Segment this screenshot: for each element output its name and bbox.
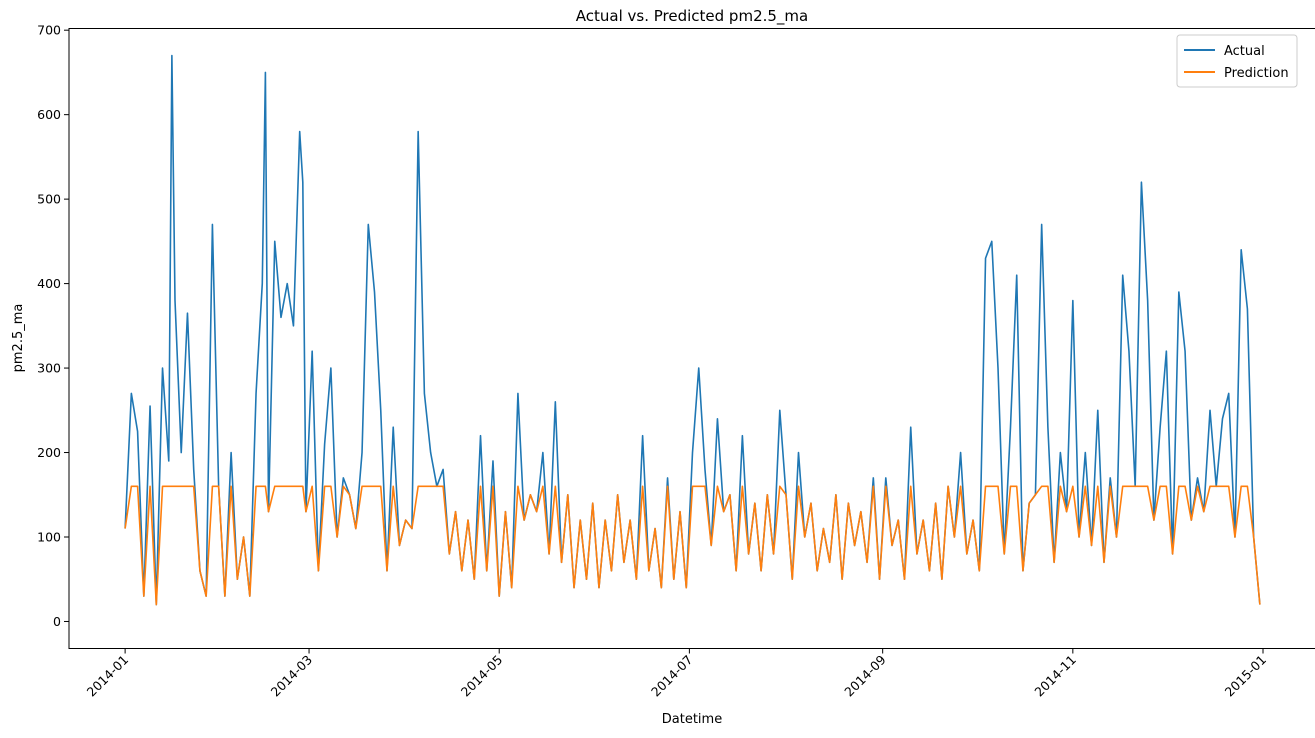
plot-area <box>68 28 1315 649</box>
series-layer <box>124 54 1261 606</box>
y-tick-label: 600 <box>37 107 61 122</box>
x-tick-label: 2014-05 <box>458 652 506 700</box>
legend-label-prediction: Prediction <box>1224 66 1289 81</box>
y-tick-label: 500 <box>37 192 61 207</box>
y-tick-label: 0 <box>53 614 61 629</box>
x-tick-label: 2014-07 <box>648 652 696 700</box>
y-axis: 0 100 200 300 400 500 600 700 <box>37 23 69 629</box>
y-tick-label: 700 <box>37 23 61 38</box>
chart-title: Actual vs. Predicted pm2.5_ma <box>576 7 808 26</box>
x-tick-label: 2014-01 <box>84 652 132 700</box>
legend-box <box>1176 34 1298 88</box>
y-tick-label: 200 <box>37 445 61 460</box>
y-tick-label: 300 <box>37 361 61 376</box>
plot-frame <box>68 28 1315 649</box>
x-axis: 2014-01 2014-03 2014-05 2014-07 2014-09 2014-… <box>84 648 1270 700</box>
series-line-prediction <box>124 485 1261 606</box>
x-tick-label: 2014-09 <box>841 652 889 700</box>
x-tick-label: 2014-11 <box>1031 652 1079 700</box>
y-tick-label: 100 <box>37 530 61 545</box>
x-axis-label: Datetime <box>662 712 722 727</box>
y-tick-label: 400 <box>37 276 61 291</box>
legend: Actual Prediction <box>1176 34 1298 88</box>
x-tick-label: 2014-03 <box>268 652 316 700</box>
x-tick-label: 2015-01 <box>1222 652 1270 700</box>
y-axis-label: pm2.5_ma <box>11 304 26 373</box>
legend-label-actual: Actual <box>1224 44 1265 59</box>
